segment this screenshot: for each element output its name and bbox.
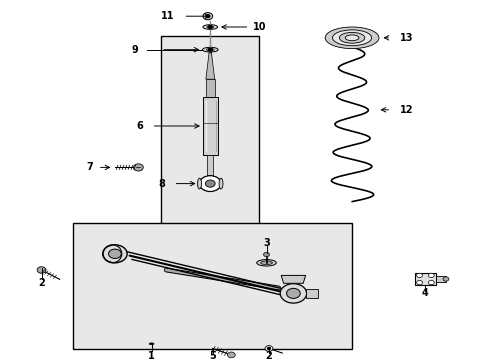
Bar — [207, 155, 213, 175]
Ellipse shape — [260, 261, 272, 265]
Bar — [414, 273, 435, 285]
Bar — [205, 79, 214, 97]
Text: 7: 7 — [86, 162, 93, 172]
Ellipse shape — [203, 24, 217, 29]
Text: 10: 10 — [253, 22, 266, 32]
Text: 11: 11 — [161, 11, 174, 21]
Ellipse shape — [206, 49, 214, 51]
Text: 2: 2 — [38, 278, 45, 288]
Text: 2: 2 — [265, 351, 272, 360]
Ellipse shape — [256, 260, 276, 266]
Text: 8: 8 — [158, 179, 164, 189]
Text: 12: 12 — [399, 105, 413, 115]
Circle shape — [102, 245, 127, 263]
Circle shape — [264, 346, 272, 351]
Circle shape — [227, 352, 235, 358]
Ellipse shape — [202, 48, 218, 52]
Text: 6: 6 — [136, 121, 142, 131]
Text: 1: 1 — [148, 351, 155, 360]
Bar — [305, 289, 317, 298]
Bar — [203, 97, 217, 155]
Ellipse shape — [206, 26, 213, 28]
Circle shape — [205, 15, 209, 18]
Circle shape — [416, 280, 422, 285]
Circle shape — [205, 180, 215, 187]
Polygon shape — [205, 53, 214, 79]
Circle shape — [208, 48, 212, 51]
Circle shape — [133, 164, 143, 171]
Circle shape — [286, 288, 300, 298]
Text: 3: 3 — [263, 238, 269, 248]
Circle shape — [37, 267, 46, 273]
Circle shape — [208, 26, 212, 28]
Bar — [209, 52, 211, 79]
Circle shape — [199, 176, 221, 192]
Ellipse shape — [219, 178, 223, 189]
Circle shape — [416, 273, 422, 278]
Text: 5: 5 — [209, 351, 216, 360]
Circle shape — [427, 280, 433, 285]
Circle shape — [267, 347, 270, 350]
Text: 13: 13 — [399, 33, 413, 43]
Bar — [73, 223, 351, 349]
Circle shape — [427, 273, 433, 278]
Ellipse shape — [149, 343, 154, 345]
Text: 9: 9 — [131, 45, 138, 55]
Polygon shape — [281, 275, 305, 283]
Circle shape — [280, 284, 306, 303]
Ellipse shape — [325, 27, 378, 49]
Ellipse shape — [345, 35, 358, 41]
Bar — [435, 276, 445, 282]
Circle shape — [263, 252, 269, 257]
Circle shape — [442, 277, 448, 281]
Bar — [161, 36, 259, 230]
Ellipse shape — [332, 30, 371, 46]
Ellipse shape — [339, 32, 364, 43]
Circle shape — [108, 249, 121, 258]
Circle shape — [203, 13, 212, 20]
Ellipse shape — [197, 178, 201, 189]
Text: 4: 4 — [421, 288, 428, 298]
